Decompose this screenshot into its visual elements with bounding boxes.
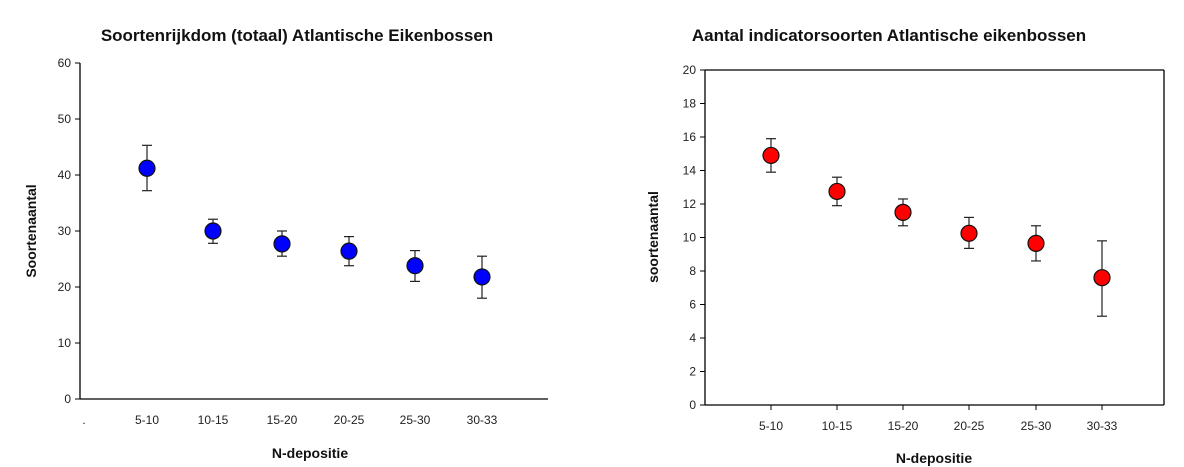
y-tick-label: 0 bbox=[64, 392, 71, 406]
x-axis-title: N-depositie bbox=[272, 445, 348, 461]
x-tick-label: 5-10 bbox=[759, 419, 783, 433]
y-tick-label: 4 bbox=[689, 331, 696, 345]
y-axis-title: soortenaantal bbox=[645, 191, 661, 283]
data-point bbox=[1027, 234, 1045, 252]
y-tick-label: 18 bbox=[683, 97, 697, 111]
y-tick-label: 16 bbox=[683, 130, 697, 144]
x-tick-label: 30-33 bbox=[1087, 419, 1118, 433]
y-tick-label: 30 bbox=[58, 224, 72, 238]
y-tick-label: 6 bbox=[689, 298, 696, 312]
y-tick-label: 12 bbox=[683, 197, 697, 211]
x-tick-label: 30-33 bbox=[467, 413, 498, 427]
data-point bbox=[960, 224, 978, 242]
y-tick-label: 10 bbox=[683, 231, 697, 245]
data-point bbox=[340, 242, 358, 260]
data-point bbox=[894, 203, 912, 221]
x-tick-label: 15-20 bbox=[267, 413, 298, 427]
chart-panel-species-richness: Soortenrijkdom (totaal) Atlantische Eike… bbox=[23, 26, 548, 461]
data-point bbox=[273, 235, 291, 253]
y-tick-label: 8 bbox=[689, 264, 696, 278]
x-axis-title: N-depositie bbox=[896, 450, 972, 466]
chart-svg: 0 10 20 30 40 50 60. 5-10 10-15 15-20 20-25 25-30 30… bbox=[23, 56, 548, 461]
data-point bbox=[762, 146, 780, 165]
data-point bbox=[138, 159, 156, 177]
data-point bbox=[1093, 269, 1111, 287]
data-point bbox=[828, 182, 846, 201]
chart-title: Aantal indicatorsoorten Atlantische eike… bbox=[691, 26, 1087, 45]
chart-panel-indicator-species: Aantal indicatorsoorten Atlantische eike… bbox=[594, 0, 1184, 467]
chart-svg: 0 2 4 6 8 10 12 14 16 18 20 5-10 10-15 15-20 20-25 25-3… bbox=[645, 63, 1165, 466]
y-tick-label: 50 bbox=[58, 112, 72, 126]
y-tick-label: 0 bbox=[689, 398, 696, 412]
y-tick-label: 20 bbox=[683, 63, 697, 77]
y-tick-label: 20 bbox=[58, 280, 72, 294]
x-tick-label: 20-25 bbox=[954, 419, 985, 433]
y-tick-label: 60 bbox=[58, 56, 72, 70]
x-tick-label: 5-10 bbox=[135, 413, 159, 427]
y-axis-title: Soortenaantal bbox=[23, 184, 39, 277]
data-point bbox=[406, 257, 424, 275]
x-tick-label: 20-25 bbox=[334, 413, 365, 427]
chart-title: Soortenrijkdom (totaal) Atlantische Eike… bbox=[100, 26, 494, 45]
y-tick-label: 10 bbox=[58, 336, 72, 350]
x-tick-label: 25-30 bbox=[1021, 419, 1052, 433]
data-point bbox=[473, 268, 491, 286]
y-tick-label: 2 bbox=[689, 365, 696, 379]
x-tick-label: 15-20 bbox=[888, 419, 919, 433]
y-tick-label: 14 bbox=[683, 164, 697, 178]
data-point bbox=[204, 222, 222, 240]
x-tick-label: 10-15 bbox=[822, 419, 853, 433]
x-tick-label: 25-30 bbox=[400, 413, 431, 427]
x-tick-label: 10-15 bbox=[198, 413, 229, 427]
x-tick-label: . bbox=[82, 413, 85, 427]
y-tick-label: 40 bbox=[58, 168, 72, 182]
